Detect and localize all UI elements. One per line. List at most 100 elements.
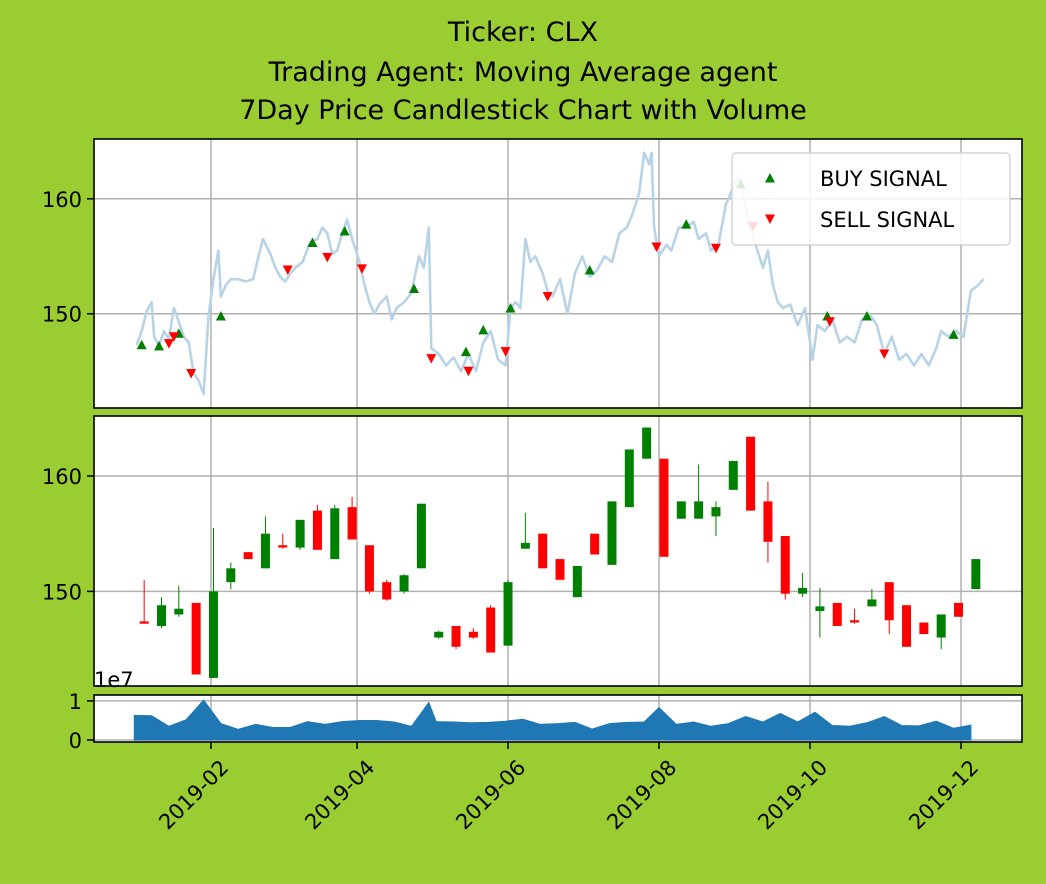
candle-body-7 — [260, 533, 270, 569]
candle-body-3 — [191, 602, 201, 675]
candle-body-44 — [902, 605, 912, 647]
candle-body-39 — [815, 606, 825, 611]
legend: BUY SIGNAL SELL SIGNAL — [731, 152, 1011, 246]
legend-buy-marker — [765, 173, 775, 183]
sell-signal-marker-8 — [500, 347, 511, 357]
buy-signal-marker-5 — [339, 225, 350, 236]
legend-sell-label: SELL SIGNAL — [820, 208, 955, 232]
candle-body-5 — [226, 568, 236, 583]
candle-body-34 — [728, 461, 738, 490]
candle-body-36 — [763, 501, 773, 542]
buy-signal-marker-15 — [948, 329, 959, 339]
candle-body-10 — [312, 510, 322, 550]
candlestick-panel-ytick-label-1: 160 — [42, 465, 82, 489]
candle-body-31 — [676, 501, 686, 519]
candle-body-2 — [174, 608, 184, 615]
sell-signal-marker-11 — [710, 243, 721, 254]
candle-body-13 — [364, 545, 374, 592]
candle-body-37 — [780, 536, 790, 594]
buy-signal-marker-10 — [584, 265, 595, 275]
candlestick-panel: 150 160 — [42, 415, 1023, 687]
price-line — [135, 151, 985, 396]
sell-signal-marker-14 — [879, 349, 890, 359]
buy-signal-marker-0 — [136, 339, 147, 350]
buy-signal-marker-1 — [154, 340, 165, 351]
candle-body-9 — [295, 519, 305, 548]
candle-body-29 — [642, 427, 652, 459]
legend-buy-label: BUY SIGNAL — [820, 167, 947, 191]
candle-body-43 — [884, 582, 894, 621]
legend-sell-marker — [765, 214, 775, 224]
candle-body-24 — [555, 559, 565, 580]
candle-body-4 — [208, 591, 218, 678]
candle-body-16 — [416, 503, 426, 569]
x-tick-label-1: 2019-04 — [300, 755, 379, 834]
candle-body-46 — [936, 614, 946, 638]
sell-signal-marker-6 — [426, 354, 437, 364]
candle-body-42 — [867, 599, 877, 607]
candle-body-38 — [798, 587, 808, 594]
volume-ytick-label-0: 0 — [69, 729, 82, 753]
candlestick-panel-frame — [93, 415, 1023, 687]
x-tick-label-4: 2019-10 — [753, 755, 832, 834]
buy-signal-marker-3 — [215, 311, 226, 321]
x-tick-label-5: 2019-12 — [904, 755, 983, 834]
candle-body-26 — [590, 533, 600, 555]
volume-panel: 0 1 1e7 — [69, 668, 1023, 753]
sell-signal-marker-13 — [824, 317, 835, 327]
candle-body-12 — [347, 507, 357, 540]
candle-body-6 — [243, 552, 253, 560]
sell-signal-marker-3 — [282, 265, 293, 276]
chart-title-line-2: Trading Agent: Moving Average agent — [268, 57, 778, 88]
sell-signal-marker-5 — [356, 264, 367, 274]
x-tick-label-2: 2019-06 — [451, 755, 530, 834]
volume-offset-label: 1e7 — [94, 668, 134, 692]
buy-signal-marker-8 — [478, 324, 489, 335]
candlestick-panel-background — [94, 416, 1022, 686]
sell-signal-marker-7 — [463, 366, 474, 377]
candle-body-32 — [694, 501, 704, 519]
candle-body-30 — [659, 458, 669, 557]
candle-body-22 — [520, 542, 530, 549]
candle-body-0 — [139, 621, 149, 624]
buy-signal-marker-11 — [681, 219, 692, 229]
sell-signal-marker-10 — [651, 242, 662, 253]
volume-area — [133, 699, 972, 741]
candle-body-27 — [607, 501, 617, 565]
candle-body-11 — [330, 508, 340, 560]
volume-panel-frame — [93, 694, 1023, 743]
x-tick-label-0: 2019-02 — [154, 755, 233, 834]
price-panel-ytick-label-1: 160 — [42, 188, 82, 212]
candle-body-1 — [156, 605, 166, 626]
candle-body-23 — [538, 533, 548, 569]
legend-box — [731, 152, 1011, 246]
candle-body-45 — [919, 622, 929, 635]
candle-body-17 — [434, 631, 444, 638]
candlestick-panel-ytick-label-0: 150 — [42, 580, 82, 604]
candle-body-33 — [711, 507, 721, 517]
chart-title-line-3: 7Day Price Candlestick Chart with Volume — [239, 95, 807, 126]
candle-body-14 — [382, 582, 392, 600]
chart-title-line-1: Ticker: CLX — [448, 17, 598, 48]
sell-signal-marker-1 — [168, 332, 179, 342]
x-tick-label-3: 2019-08 — [602, 755, 681, 834]
buy-signal-marker-6 — [408, 283, 419, 293]
sell-signal-marker-2 — [186, 369, 197, 379]
candle-body-18 — [451, 626, 461, 647]
buy-signal-marker-9 — [505, 302, 516, 313]
candle-body-19 — [468, 631, 478, 638]
buy-signal-marker-7 — [460, 346, 471, 357]
buy-signal-marker-4 — [307, 237, 318, 247]
sell-signal-marker-4 — [322, 252, 333, 263]
candle-body-41 — [850, 620, 860, 623]
candle-body-28 — [624, 449, 634, 508]
candle-body-25 — [572, 566, 582, 598]
buy-signal-marker-14 — [861, 311, 872, 321]
volume-ytick-label-1: 1 — [69, 690, 82, 714]
sell-signal-marker-0 — [163, 339, 174, 349]
price-panel-ytick-label-0: 150 — [42, 303, 82, 327]
candle-body-35 — [746, 436, 756, 511]
candle-body-21 — [503, 582, 513, 646]
